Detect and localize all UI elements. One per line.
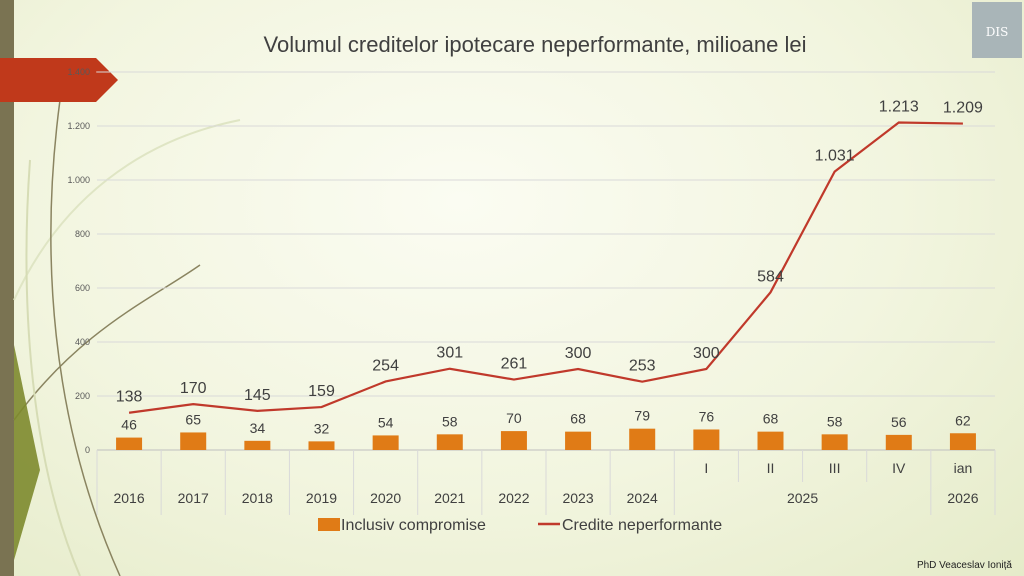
y-tick-label: 1.000 <box>67 175 90 185</box>
logo: DIS <box>972 2 1022 58</box>
logo-text: DIS <box>986 25 1009 39</box>
line-data-label: 300 <box>693 345 720 362</box>
y-tick-label: 800 <box>75 229 90 239</box>
red-arrow-decor <box>0 58 118 102</box>
bar-series <box>116 428 976 450</box>
line-data-label: 159 <box>308 383 335 400</box>
bar-data-label: 54 <box>378 414 394 430</box>
chart-title: Volumul creditelor ipotecare neperforman… <box>264 32 807 57</box>
line-data-label: 1.213 <box>879 98 919 115</box>
x-category-label: I <box>704 460 708 476</box>
bar <box>244 440 271 450</box>
y-tick-label: 1.400 <box>67 67 90 77</box>
line-data-label: 1.209 <box>943 100 983 117</box>
bar-data-label: 46 <box>121 417 137 433</box>
x-category-label: ian <box>954 460 973 476</box>
bar <box>821 434 848 450</box>
y-tick-label: 600 <box>75 283 90 293</box>
legend-label-line: Credite neperformante <box>562 517 722 534</box>
grid-layer <box>96 71 996 515</box>
x-category-label: 2023 <box>562 490 593 506</box>
x-category-label: 2016 <box>113 490 144 506</box>
bar-data-label: 34 <box>250 420 266 436</box>
bar-data-label: 56 <box>891 414 907 430</box>
x-category-label: 2017 <box>178 490 209 506</box>
legend-label-bar: Inclusiv compromise <box>341 517 486 534</box>
legend-swatch-bar <box>318 518 340 531</box>
x-group-label: 2026 <box>947 490 978 506</box>
line-data-label: 300 <box>565 345 592 362</box>
x-category-label: 2020 <box>370 490 401 506</box>
bar <box>693 429 720 450</box>
line-data-label: 254 <box>372 357 399 374</box>
x-category-label: 2018 <box>242 490 273 506</box>
bar-data-label: 58 <box>442 413 458 429</box>
x-category-label: 2024 <box>627 490 658 506</box>
x-category-label: 2019 <box>306 490 337 506</box>
line-data-label: 301 <box>436 345 463 362</box>
bar <box>180 432 207 450</box>
bar-data-label: 76 <box>699 408 715 424</box>
legend: Inclusiv compromise Credite neperformant… <box>318 517 722 534</box>
bar <box>949 433 976 450</box>
y-tick-label: 400 <box>75 337 90 347</box>
y-tick-label: 0 <box>85 445 90 455</box>
line-data-label: 170 <box>180 380 207 397</box>
bar-data-label: 68 <box>763 411 779 427</box>
bar-data-label: 79 <box>634 408 650 424</box>
bar-data-label: 62 <box>955 412 971 428</box>
x-category-label: IV <box>892 460 906 476</box>
line-data-label: 138 <box>116 389 143 406</box>
line-data-label: 584 <box>757 268 784 285</box>
bar <box>629 428 656 450</box>
x-category-label: II <box>767 460 775 476</box>
bar <box>885 434 912 450</box>
line-data-label: 145 <box>244 387 271 404</box>
bar <box>500 431 527 450</box>
line-data-label: 261 <box>501 356 528 373</box>
bar-data-label: 70 <box>506 410 522 426</box>
y-tick-label: 200 <box>75 391 90 401</box>
author-credit: PhD Veaceslav Ioniță <box>917 560 1012 571</box>
bar-data-label: 68 <box>570 411 586 427</box>
line-data-label: 253 <box>629 358 656 375</box>
x-group-label: 2025 <box>787 490 818 506</box>
green-arrow-decor <box>14 345 40 560</box>
line-data-label: 1.031 <box>815 148 855 165</box>
bar-data-label: 58 <box>827 413 843 429</box>
bar <box>565 431 592 450</box>
line-series <box>128 121 963 414</box>
y-tick-label: 1.200 <box>67 121 90 131</box>
bar <box>372 435 399 450</box>
x-category-label: 2022 <box>498 490 529 506</box>
bar-data-label: 65 <box>185 411 201 427</box>
x-category-label: 2021 <box>434 490 465 506</box>
bar <box>757 431 784 450</box>
data-labels: 46 65 34 32 54 58 70 68 79 76 68 58 56 62 138 170 145 159… <box>116 98 983 436</box>
series-line <box>128 121 963 414</box>
left-decor-bar <box>0 0 14 576</box>
bar <box>116 437 143 450</box>
bar-data-label: 32 <box>314 420 330 436</box>
y-axis-ticks: 0 200 400 600 800 1.000 1.200 1.400 <box>67 67 90 455</box>
x-category-label: III <box>829 460 841 476</box>
bar <box>308 441 335 450</box>
bar <box>436 434 463 450</box>
